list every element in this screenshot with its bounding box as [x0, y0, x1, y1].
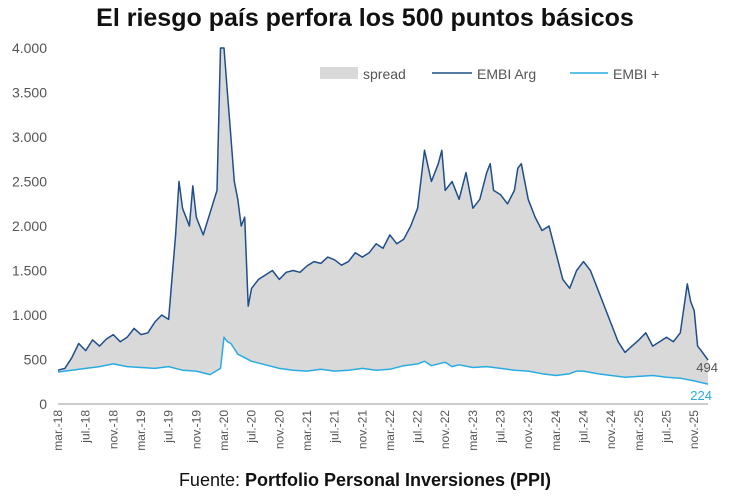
y-tick-label: 3.500 [12, 85, 47, 101]
x-tick-label: mar.-20 [217, 410, 231, 451]
x-tick-label: jul.-24 [577, 410, 591, 444]
x-tick-label: nov.-20 [272, 410, 286, 449]
y-tick-label: 2.000 [12, 218, 47, 234]
x-tick-label: jul.-25 [660, 410, 674, 444]
legend-spread-label: spread [363, 66, 406, 82]
x-tick-label: jul.-21 [328, 410, 342, 444]
x-tick-label: nov.-19 [189, 410, 203, 449]
y-tick-label: 1.000 [12, 307, 47, 323]
x-tick-label: nov.-18 [106, 410, 120, 449]
embi-plus-end-label: 224 [690, 388, 712, 403]
x-tick-label: mar.-24 [549, 410, 563, 451]
x-tick-label: nov.-24 [604, 410, 618, 449]
legend-spread-swatch [320, 67, 358, 79]
source-note: Fuente: Portfolio Personal Inversiones (… [0, 470, 730, 491]
x-tick-label: jul.-22 [411, 410, 425, 444]
x-tick-label: jul.-23 [494, 410, 508, 444]
x-tick-label: nov.-22 [438, 410, 452, 449]
chart-title: El riesgo país perfora los 500 puntos bá… [96, 4, 634, 32]
embi-arg-line [57, 47, 709, 371]
x-tick-label: mar.-22 [383, 410, 397, 451]
x-tick-label: nov.-23 [521, 410, 535, 449]
x-tick-label: mar.-23 [466, 410, 480, 451]
y-tick-label: 4.000 [12, 40, 47, 56]
x-tick-label: jul.-19 [162, 410, 176, 444]
x-tick-label: jul.-18 [79, 410, 93, 444]
spread-area [58, 48, 708, 385]
x-tick-label: mar.-25 [632, 410, 646, 451]
embi-plus-line [57, 336, 709, 385]
embi-arg-end-label: 494 [696, 360, 718, 375]
y-tick-label: 3.000 [12, 129, 47, 145]
source-name: Portfolio Personal Inversiones (PPI) [244, 470, 552, 490]
x-tick-label: nov.-21 [355, 410, 369, 449]
x-tick-label: mar.-19 [134, 410, 148, 451]
legend-embi-arg-label: EMBI Arg [477, 66, 536, 82]
y-tick-label: 1.500 [12, 263, 47, 279]
y-tick-label: 0 [39, 396, 47, 412]
x-tick-label: nov.-25 [687, 410, 701, 449]
y-tick-label: 500 [24, 352, 48, 368]
x-tick-label: jul.-20 [245, 410, 259, 444]
y-tick-label: 2.500 [12, 174, 47, 190]
x-tick-label: mar.-21 [300, 410, 314, 451]
legend-embi-plus-label: EMBI + [613, 66, 659, 82]
source-prefix: Fuente: [178, 470, 245, 490]
x-tick-label: mar.-18 [51, 410, 65, 451]
